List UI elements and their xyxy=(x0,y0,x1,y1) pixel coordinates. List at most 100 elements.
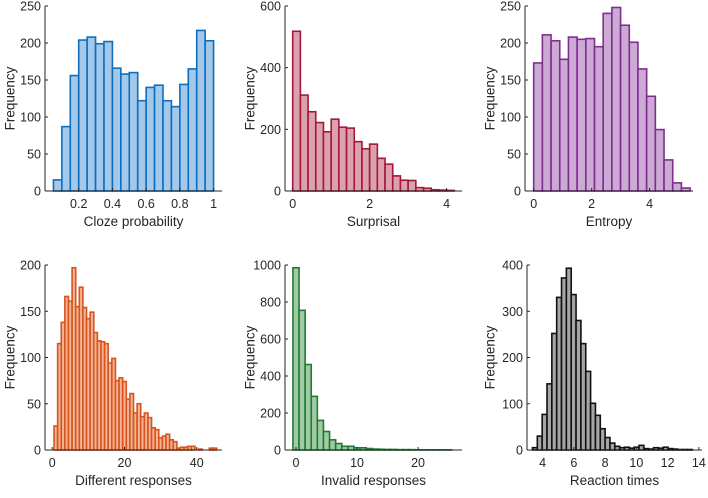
histogram-bar xyxy=(300,95,308,191)
x-tick-label: 0.8 xyxy=(171,197,188,211)
y-tick-label: 200 xyxy=(20,259,41,273)
y-axis-label: Frequency xyxy=(483,325,498,389)
x-axis-label: Cloze probability xyxy=(84,214,184,229)
x-tick-label: 20 xyxy=(118,456,132,470)
histogram-bar xyxy=(155,85,163,191)
y-tick-label: 0 xyxy=(516,444,523,458)
y-axis-label: Frequency xyxy=(243,325,258,389)
histogram-bar xyxy=(400,180,408,191)
histogram-bar xyxy=(180,84,188,191)
y-tick-label: 200 xyxy=(260,123,281,137)
histogram-bar xyxy=(330,440,336,450)
histogram-bar xyxy=(104,42,112,191)
x-axis-label: Entropy xyxy=(586,214,633,229)
histogram-bar xyxy=(408,181,416,191)
histogram-bar xyxy=(621,25,630,191)
y-tick-label: 300 xyxy=(502,305,523,319)
histogram-bar xyxy=(362,149,370,191)
y-tick-label: 100 xyxy=(502,397,523,411)
histogram-bar xyxy=(416,188,424,191)
histogram-bar xyxy=(342,446,348,450)
y-tick-label: 50 xyxy=(27,148,41,162)
histogram-bar xyxy=(577,39,586,191)
x-tick-label: 10 xyxy=(350,456,364,470)
y-tick-label: 1000 xyxy=(253,259,281,273)
x-tick-label: 6 xyxy=(570,456,577,470)
y-tick-label: 800 xyxy=(260,296,281,310)
histogram-bar xyxy=(638,69,647,191)
x-tick-label: 20 xyxy=(411,456,425,470)
x-tick-label: 4 xyxy=(443,197,450,211)
x-tick-label: 0 xyxy=(293,456,300,470)
y-tick-label: 0 xyxy=(514,185,521,199)
histogram-bar xyxy=(308,112,316,191)
x-tick-label: 14 xyxy=(692,456,706,470)
y-tick-label: 100 xyxy=(500,111,521,125)
histogram-bar xyxy=(305,365,311,450)
x-tick-label: 0 xyxy=(530,197,537,211)
x-tick-label: 0 xyxy=(289,197,296,211)
x-tick-label: 1 xyxy=(210,197,217,211)
histogram-bar xyxy=(163,101,171,191)
histogram-bar xyxy=(146,87,154,191)
y-tick-label: 250 xyxy=(20,0,41,14)
histogram-bar xyxy=(336,444,342,450)
histogram-bar xyxy=(331,119,339,191)
y-tick-label: 600 xyxy=(260,333,281,347)
y-axis-label: Frequency xyxy=(243,66,258,130)
y-tick-label: 100 xyxy=(20,111,41,125)
histogram-bar xyxy=(171,107,179,191)
histogram-bar xyxy=(586,39,595,191)
y-tick-label: 0 xyxy=(274,185,281,199)
y-tick-label: 200 xyxy=(20,37,41,51)
x-axis-label: Surprisal xyxy=(347,214,400,229)
x-axis-label: Invalid responses xyxy=(321,473,426,488)
histogram-bar xyxy=(121,74,129,191)
histogram-bar xyxy=(79,40,87,191)
histogram-bar xyxy=(197,30,205,191)
x-tick-label: 40 xyxy=(190,456,204,470)
y-tick-label: 0 xyxy=(34,444,41,458)
x-tick-label: 0 xyxy=(49,456,56,470)
histogram-bar xyxy=(129,73,137,191)
histogram-bar xyxy=(323,132,331,191)
histogram-bar xyxy=(62,127,70,191)
histogram-bar xyxy=(629,42,638,191)
x-tick-label: 0.6 xyxy=(137,197,154,211)
histogram-bar xyxy=(293,31,301,191)
histogram-bar xyxy=(647,96,656,191)
histogram-bar xyxy=(370,144,378,191)
y-tick-label: 200 xyxy=(260,407,281,421)
histogram-bar xyxy=(551,41,560,191)
histogram-bar xyxy=(316,123,324,191)
histogram-bar xyxy=(542,35,551,191)
y-tick-label: 50 xyxy=(27,397,41,411)
y-tick-label: 400 xyxy=(260,61,281,75)
x-axis-label: Different responses xyxy=(75,473,192,488)
histogram-bar xyxy=(354,142,362,191)
histogram-bar xyxy=(534,63,543,191)
histogram-bar xyxy=(70,76,78,191)
y-tick-label: 600 xyxy=(260,0,281,14)
histogram-bar xyxy=(603,13,612,191)
histogram-bar xyxy=(317,420,323,450)
histogram-bar xyxy=(188,69,196,191)
histogram-bar xyxy=(348,446,354,450)
histogram-bar xyxy=(655,130,664,191)
histogram-bar xyxy=(112,68,120,191)
y-tick-label: 0 xyxy=(274,444,281,458)
x-tick-label: 2 xyxy=(588,197,595,211)
y-tick-label: 400 xyxy=(502,259,523,273)
x-tick-label: 0.2 xyxy=(70,197,87,211)
x-tick-label: 8 xyxy=(602,456,609,470)
histogram-bar xyxy=(311,396,317,450)
y-tick-label: 50 xyxy=(507,148,521,162)
histogram-bar xyxy=(377,158,385,191)
y-tick-label: 100 xyxy=(20,351,41,365)
